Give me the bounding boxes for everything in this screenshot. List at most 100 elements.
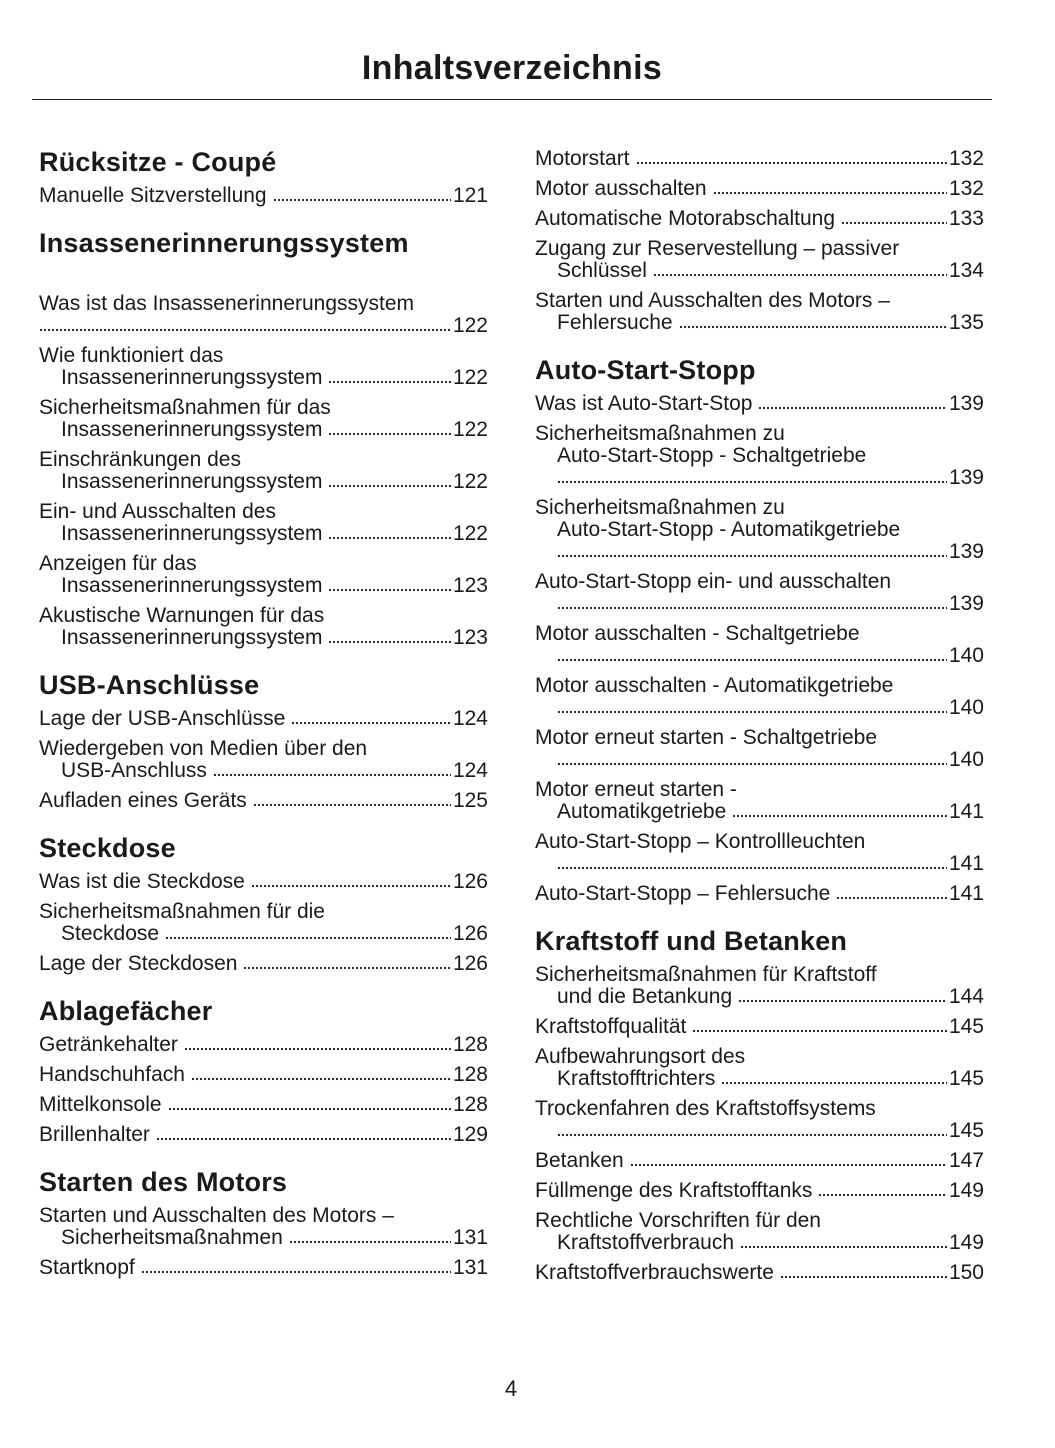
entry-title: Insassenerinnerungssystem: [61, 522, 323, 545]
toc-entry[interactable]: Füllmenge des Kraftstofftanks 149: [535, 1180, 984, 1202]
toc-entry[interactable]: Was ist die Steckdose 126: [39, 871, 488, 893]
entry-line: Insassenerinnerungssystem 123: [39, 627, 488, 649]
toc-entry[interactable]: Aufbewahrungsort des Kraftstofftrichters 1…: [535, 1046, 984, 1090]
toc-entry[interactable]: Kraftstoffqualität 145: [535, 1016, 984, 1038]
section-heading: Insassenerinnerungssystem: [39, 228, 409, 258]
entry-page-number: 149: [948, 1179, 984, 1202]
page-title: Inhaltsverzeichnis: [361, 49, 663, 87]
entry-page-number: 128: [452, 1033, 488, 1056]
entry-title: Was ist Auto-Start-Stop: [535, 392, 753, 415]
entry-line: Sicherheitsmaßnahmen zu: [535, 423, 984, 445]
toc-entry[interactable]: Einschränkungen des Insassenerinnerungssy…: [39, 449, 488, 493]
toc-entry[interactable]: Kraftstoffverbrauchswerte 150: [535, 1262, 984, 1284]
entry-line: Insassenerinnerungssystem 123: [39, 575, 488, 597]
toc-entry[interactable]: Trockenfahren des Kraftstoffsystems 145: [535, 1098, 984, 1142]
toc-entry[interactable]: Rechtliche Vorschriften für den Kraftstof…: [535, 1210, 984, 1254]
toc-entry[interactable]: Getränkehalter 128: [39, 1034, 488, 1056]
entry-page-number: 135: [948, 311, 984, 334]
toc-entry[interactable]: Ein- und Ausschalten des Insassenerinneru…: [39, 501, 488, 545]
entry-line: Trockenfahren des Kraftstoffsystems: [535, 1098, 984, 1120]
toc-entry[interactable]: Starten und Ausschalten des Motors – Sich…: [39, 1205, 488, 1249]
section-heading: USB-Anschlüsse: [39, 670, 260, 700]
toc-entry[interactable]: Anzeigen für das Insassenerinnerungssyste…: [39, 553, 488, 597]
entry-line: Kraftstoffverbrauchswerte 150: [535, 1262, 984, 1284]
entry-line: Fehlersuche 135: [535, 312, 984, 334]
dot-leader: [140, 1270, 451, 1274]
toc-entry[interactable]: Motor erneut starten - Automatikgetriebe 1…: [535, 779, 984, 823]
toc-entry[interactable]: Sicherheitsmaßnahmen zu Auto-Start-Stopp …: [535, 497, 984, 563]
dot-leader: [328, 536, 451, 540]
entry-page-number: 124: [452, 759, 488, 782]
dot-leader: [557, 762, 947, 766]
entry-page-number: 126: [452, 952, 488, 975]
toc-entry[interactable]: Auto-Start-Stopp ein- und ausschalten 139: [535, 571, 984, 615]
entry-title: Insassenerinnerungssystem: [61, 470, 323, 493]
toc-entry[interactable]: Lage der Steckdosen 126: [39, 953, 488, 975]
entry-line: Aufladen eines Geräts 125: [39, 790, 488, 812]
dot-leader: [190, 1077, 451, 1081]
toc-entry[interactable]: Auto-Start-Stopp – Kontrollleuchten 141: [535, 831, 984, 875]
entry-page-number: 144: [948, 985, 984, 1008]
toc-entry[interactable]: Handschuhfach 128: [39, 1064, 488, 1086]
toc-entry[interactable]: Akustische Warnungen für das Insassenerin…: [39, 605, 488, 649]
toc-entry[interactable]: Was ist das Insassenerinnerungssystem 122: [39, 293, 488, 337]
entry-line: Ein- und Ausschalten des: [39, 501, 488, 523]
entry-page-number: 126: [452, 922, 488, 945]
toc-entry[interactable]: Brillenhalter 129: [39, 1124, 488, 1146]
entry-title: Sicherheitsmaßnahmen für die: [39, 900, 325, 923]
toc-entry[interactable]: Manuelle Sitzverstellung 121: [39, 185, 488, 207]
toc-entry[interactable]: Motor ausschalten - Schaltgetriebe 140: [535, 623, 984, 667]
entry-title: Aufbewahrungsort des: [535, 1045, 746, 1068]
dot-leader: [291, 721, 451, 725]
entry-line: Mittelkonsole 128: [39, 1094, 488, 1116]
entry-line: Sicherheitsmaßnahmen für Kraftstoff: [535, 964, 984, 986]
dot-leader: [740, 1245, 947, 1249]
toc-entry[interactable]: Wie funktioniert das Insassenerinnerungss…: [39, 345, 488, 389]
toc-entry[interactable]: Motor erneut starten - Schaltgetriebe 140: [535, 727, 984, 771]
toc-entry[interactable]: Automatische Motorabschaltung 133: [535, 208, 984, 230]
entry-title: Einschränkungen des: [39, 448, 241, 471]
entry-line: 139: [535, 467, 984, 489]
entry-line: 139: [535, 593, 984, 615]
toc-entry[interactable]: Lage der USB-Anschlüsse 124: [39, 708, 488, 730]
entry-title: Motorstart: [535, 147, 630, 170]
entry-title: Füllmenge des Kraftstofftanks: [535, 1179, 813, 1202]
dot-leader: [758, 406, 947, 410]
entry-title: Aufladen eines Geräts: [39, 789, 247, 812]
entry-page-number: 121: [452, 184, 488, 207]
toc-entry[interactable]: Sicherheitsmaßnahmen für die Steckdose 126: [39, 901, 488, 945]
toc-entry[interactable]: Aufladen eines Geräts 125: [39, 790, 488, 812]
toc-entry[interactable]: Starten und Ausschalten des Motors – Fehl…: [535, 290, 984, 334]
entry-title: Automatikgetriebe: [557, 800, 727, 823]
entry-title: Sicherheitsmaßnahmen für das: [39, 396, 331, 419]
toc-entry[interactable]: Sicherheitsmaßnahmen für Kraftstoff und d…: [535, 964, 984, 1008]
entry-line: Akustische Warnungen für das: [39, 605, 488, 627]
entry-line: Handschuhfach 128: [39, 1064, 488, 1086]
entry-title: Sicherheitsmaßnahmen zu: [535, 496, 785, 519]
dot-leader: [39, 328, 451, 332]
entry-title: Mittelkonsole: [39, 1093, 162, 1116]
entry-title: Lage der Steckdosen: [39, 952, 238, 975]
entry-line: Was ist Auto-Start-Stop 139: [535, 393, 984, 415]
entry-title: Motor erneut starten - Schaltgetriebe: [535, 726, 878, 749]
section-heading: Starten des Motors: [39, 1167, 288, 1197]
entry-title: Insassenerinnerungssystem: [61, 574, 323, 597]
toc-entry[interactable]: Auto-Start-Stopp – Fehlersuche 141: [535, 883, 984, 905]
toc-entry[interactable]: Motor ausschalten - Automatikgetriebe 140: [535, 675, 984, 719]
entry-line: Motor ausschalten - Automatikgetriebe: [535, 675, 984, 697]
entry-title: Fehlersuche: [557, 311, 673, 334]
dot-leader: [557, 710, 947, 714]
toc-entry[interactable]: Sicherheitsmaßnahmen für das Insassenerin…: [39, 397, 488, 441]
title-divider: [32, 99, 992, 100]
entry-line: Sicherheitsmaßnahmen für die: [39, 901, 488, 923]
toc-entry[interactable]: Was ist Auto-Start-Stop 139: [535, 393, 984, 415]
entry-line: Betanken 147: [535, 1150, 984, 1172]
toc-entry[interactable]: Zugang zur Reservestellung – passiver Sch…: [535, 238, 984, 282]
toc-entry[interactable]: Motorstart 132: [535, 148, 984, 170]
toc-entry[interactable]: Startknopf 131: [39, 1257, 488, 1279]
toc-entry[interactable]: Mittelkonsole 128: [39, 1094, 488, 1116]
toc-entry[interactable]: Wiedergeben von Medien über den USB-Ansch…: [39, 738, 488, 782]
toc-entry[interactable]: Motor ausschalten 132: [535, 178, 984, 200]
toc-entry[interactable]: Betanken 147: [535, 1150, 984, 1172]
toc-entry[interactable]: Sicherheitsmaßnahmen zu Auto-Start-Stopp …: [535, 423, 984, 489]
